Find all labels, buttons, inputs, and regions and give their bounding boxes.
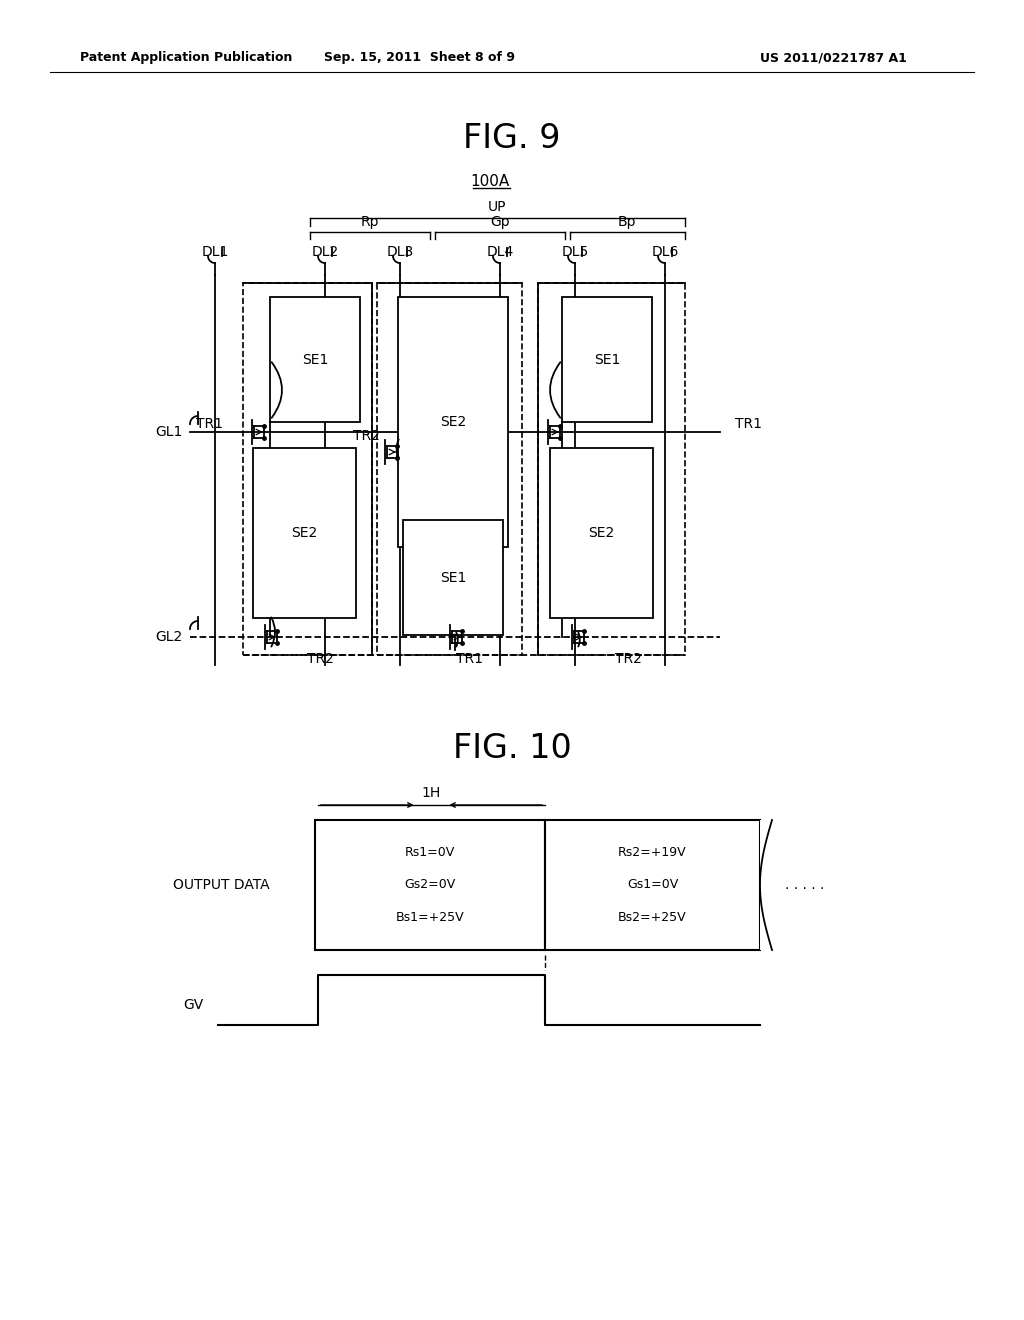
- Text: DL1: DL1: [202, 246, 228, 259]
- Text: Bs1=+25V: Bs1=+25V: [395, 911, 464, 924]
- Text: DL5: DL5: [561, 246, 589, 259]
- Bar: [545, 820, 760, 950]
- Text: OUTPUT DATA: OUTPUT DATA: [173, 878, 270, 892]
- Text: DL6: DL6: [651, 246, 679, 259]
- Text: GL1: GL1: [156, 425, 183, 440]
- Text: Gp: Gp: [490, 215, 510, 228]
- Text: TR1: TR1: [735, 417, 762, 432]
- Text: SE2: SE2: [589, 525, 614, 540]
- Text: TR1: TR1: [457, 652, 483, 667]
- Bar: [562, 297, 652, 422]
- Text: DL3: DL3: [386, 246, 414, 259]
- Text: FIG. 9: FIG. 9: [463, 121, 561, 154]
- Bar: [377, 282, 522, 655]
- Bar: [253, 447, 356, 618]
- Text: SE1: SE1: [594, 352, 621, 367]
- Text: . . . . .: . . . . .: [785, 878, 824, 892]
- Text: Gs1=0V: Gs1=0V: [627, 879, 678, 891]
- Text: DL4: DL4: [486, 246, 514, 259]
- Bar: [270, 297, 360, 422]
- Text: SE1: SE1: [440, 570, 466, 585]
- Text: US 2011/0221787 A1: US 2011/0221787 A1: [760, 51, 907, 65]
- Text: TR2: TR2: [614, 652, 641, 667]
- Bar: [403, 520, 503, 635]
- Text: 1H: 1H: [422, 785, 441, 800]
- Bar: [538, 282, 685, 655]
- Text: Bp: Bp: [617, 215, 636, 228]
- Text: SE2: SE2: [440, 414, 466, 429]
- Text: Rp: Rp: [360, 215, 379, 228]
- Bar: [398, 297, 508, 546]
- Text: FIG. 10: FIG. 10: [453, 731, 571, 764]
- Text: Rs2=+19V: Rs2=+19V: [618, 846, 687, 859]
- Text: Gs2=0V: Gs2=0V: [404, 879, 456, 891]
- Bar: [550, 447, 653, 618]
- Bar: [243, 282, 372, 655]
- Text: GL2: GL2: [156, 630, 183, 644]
- Text: TR2: TR2: [306, 652, 334, 667]
- Text: 100A: 100A: [470, 174, 510, 190]
- Bar: [315, 820, 545, 950]
- Text: Sep. 15, 2011  Sheet 8 of 9: Sep. 15, 2011 Sheet 8 of 9: [325, 51, 515, 65]
- Text: UP: UP: [487, 201, 506, 214]
- Bar: [760, 820, 780, 950]
- Text: Rs1=0V: Rs1=0V: [404, 846, 455, 859]
- Text: SE2: SE2: [292, 525, 317, 540]
- Text: Patent Application Publication: Patent Application Publication: [80, 51, 293, 65]
- Text: Bs2=+25V: Bs2=+25V: [618, 911, 687, 924]
- Text: GV: GV: [182, 998, 203, 1012]
- Text: SE1: SE1: [302, 352, 328, 367]
- Text: TR2: TR2: [353, 429, 380, 444]
- Text: DL2: DL2: [311, 246, 339, 259]
- Text: TR1: TR1: [196, 417, 223, 432]
